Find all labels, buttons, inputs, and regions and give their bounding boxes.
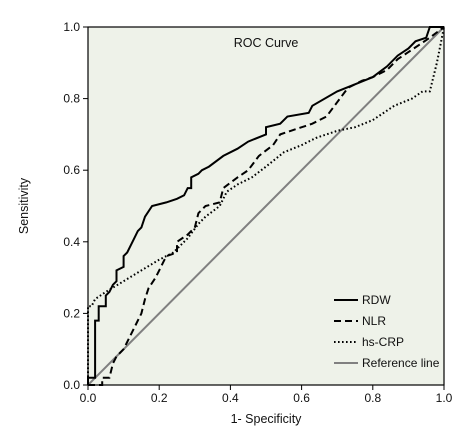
chart-title: ROC Curve: [234, 36, 299, 50]
legend-label: Reference line: [362, 356, 440, 370]
y-tick-label: 1.0: [63, 20, 80, 34]
legend-label: NLR: [362, 314, 386, 328]
x-tick-label: 0.4: [222, 391, 239, 405]
y-tick-label: 0.2: [63, 306, 80, 320]
x-tick-label: 0.2: [151, 391, 168, 405]
series-line-reference-line: [87, 26, 445, 386]
y-tick-label: 0.4: [63, 235, 80, 249]
tick-labels: 0.0 0.2 0.4 0.6 0.8 1.0 0.0 0.2 0.4 0.6 0.8 1.0: [63, 20, 452, 405]
x-axis-label: 1- Specificity: [231, 412, 303, 426]
legend-label: hs-CRP: [362, 335, 404, 349]
series-layer: [87, 26, 445, 386]
x-tick-label: 1.0: [436, 391, 453, 405]
series-line-hs-crp: [87, 26, 445, 385]
reference-line-layer: [87, 26, 445, 386]
series-line-rdw: [87, 26, 444, 385]
series-line-nlr: [88, 26, 445, 386]
x-tick-label: 0.0: [80, 391, 97, 405]
legend-label: RDW: [362, 293, 391, 307]
plot-frame: [87, 26, 445, 386]
y-tick-label: 0.0: [63, 378, 80, 392]
x-tick-label: 0.8: [364, 391, 381, 405]
y-tick-label: 0.8: [63, 92, 80, 106]
y-tick-label: 0.6: [63, 163, 80, 177]
legend: RDW NLR hs-CRP Reference line: [334, 293, 440, 370]
y-axis-label: Sensitivity: [17, 177, 31, 234]
x-tick-label: 0.6: [293, 391, 310, 405]
axes: [87, 26, 445, 386]
